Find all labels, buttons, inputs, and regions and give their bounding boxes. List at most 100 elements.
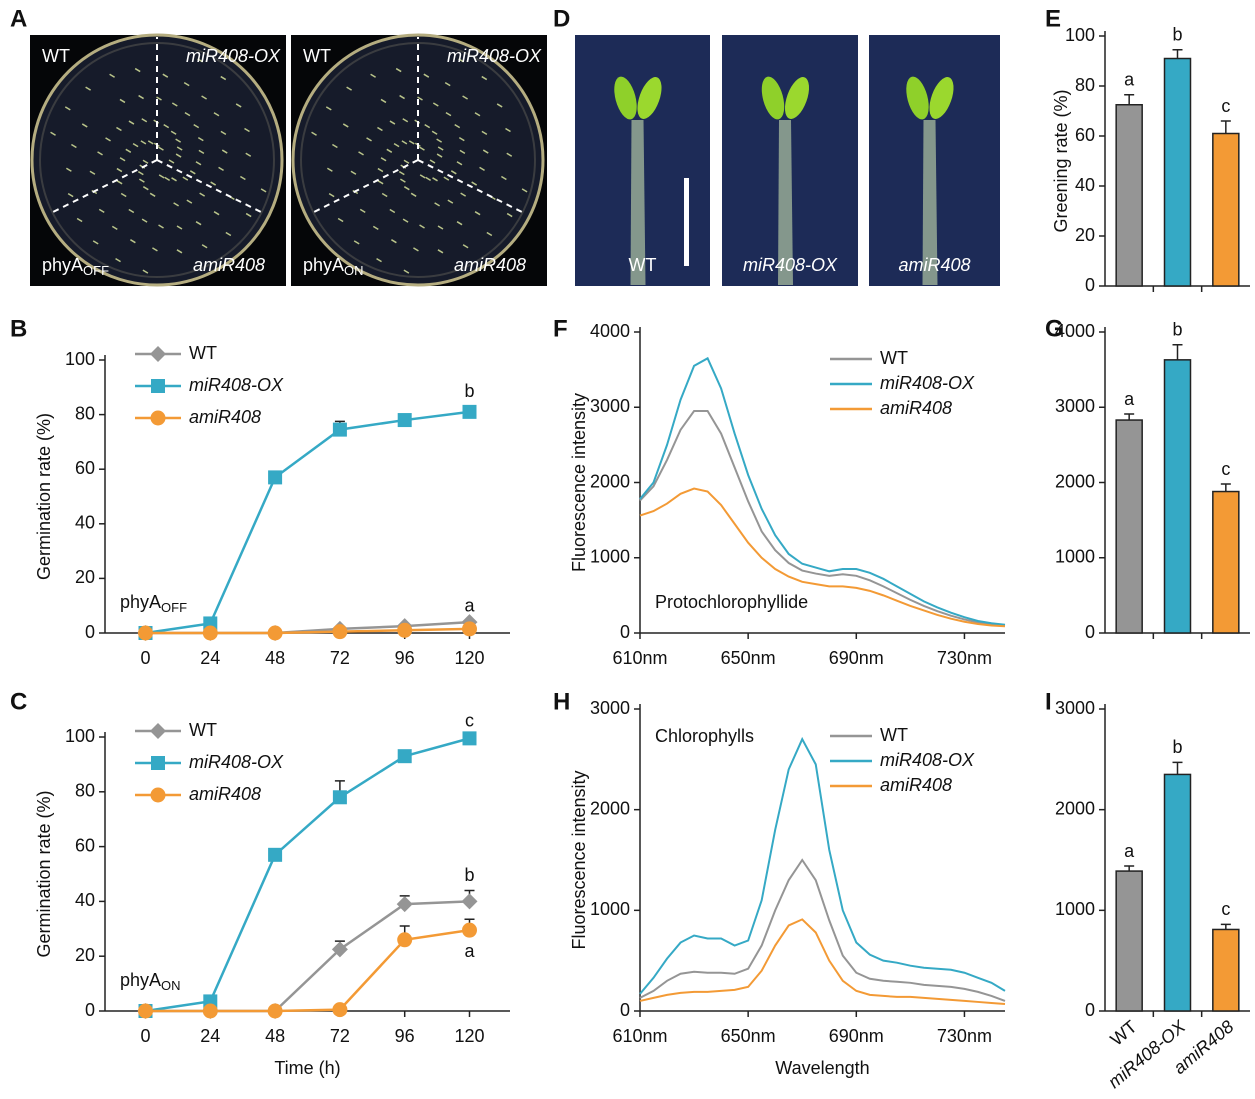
seedling — [176, 146, 183, 151]
seedling — [402, 118, 409, 123]
x-tick-label: 610nm — [612, 648, 667, 668]
seedling — [182, 176, 189, 181]
seedling — [197, 136, 204, 142]
seedling — [244, 127, 250, 133]
seedling — [186, 199, 193, 204]
y-tick-label: 3000 — [1055, 698, 1095, 718]
seedling — [189, 170, 196, 175]
label-subscript: ON — [161, 978, 181, 993]
seedling — [458, 58, 465, 63]
label-text: Protochlorophyllide — [655, 592, 808, 612]
marker — [332, 624, 348, 640]
y-axis-label: Germination rate (%) — [34, 413, 54, 580]
series-line — [145, 928, 470, 1013]
x-tick-label: 120 — [454, 1026, 484, 1046]
seedling — [89, 170, 96, 175]
label-subscript: OFF — [161, 600, 187, 615]
seedling — [171, 177, 177, 182]
seedling — [140, 140, 147, 145]
seedling — [496, 103, 503, 108]
seedling — [198, 149, 205, 154]
marker — [267, 625, 283, 641]
seedling — [97, 151, 103, 156]
seedling — [128, 120, 135, 125]
seedling — [401, 140, 408, 145]
seedling — [120, 192, 127, 198]
seedling — [459, 149, 466, 154]
legend-label: WT — [880, 725, 908, 745]
seedling — [149, 192, 156, 197]
divider — [313, 159, 419, 213]
seedling-label: amiR408 — [898, 255, 970, 275]
marker — [268, 470, 283, 485]
seedling — [350, 170, 357, 175]
significance-letter: b — [464, 865, 474, 885]
y-tick-label: 3000 — [590, 396, 630, 416]
seedling — [424, 123, 431, 129]
marker — [396, 896, 413, 913]
seedling — [432, 177, 438, 182]
y-tick-label: 20 — [75, 567, 95, 587]
y-tick-label: 3000 — [590, 698, 630, 718]
seedling — [105, 137, 111, 142]
seedling — [471, 181, 478, 186]
significance-letter: a — [1124, 70, 1135, 90]
annotation: Chlorophylls — [655, 726, 754, 746]
cotyledon — [761, 76, 785, 120]
seedling — [111, 225, 118, 230]
seedling — [332, 143, 338, 149]
significance-letter: b — [1172, 320, 1182, 340]
hypocotyl — [922, 120, 938, 285]
y-tick-label: 2000 — [590, 471, 630, 491]
error-bar — [1172, 761, 1183, 775]
legend-label: miR408-OX — [189, 375, 284, 395]
y-tick-label: 1000 — [590, 547, 630, 567]
seedling — [391, 239, 397, 244]
panel-letter: H — [553, 688, 570, 715]
seedling — [156, 96, 162, 101]
error-bar — [1124, 413, 1135, 421]
seedling — [328, 192, 335, 198]
series-line — [639, 410, 1006, 627]
seedling — [116, 180, 123, 185]
seedling — [175, 153, 182, 158]
legend-label: WT — [880, 348, 908, 368]
marker — [397, 622, 413, 638]
significance-letter: b — [464, 381, 474, 401]
y-tick-label: 20 — [1075, 225, 1095, 245]
marker — [331, 941, 348, 958]
marker — [397, 413, 412, 428]
seedling — [381, 192, 388, 198]
x-tick-label: 690nm — [829, 648, 884, 668]
annotation: Protochlorophyllide — [655, 592, 808, 612]
marker — [202, 1003, 218, 1019]
legend-label: amiR408 — [880, 398, 952, 418]
seedling — [213, 211, 220, 216]
seedling — [128, 208, 135, 214]
divider — [52, 159, 158, 213]
seedling — [458, 136, 465, 142]
significance-letter: b — [1172, 737, 1182, 757]
y-tick-label: 80 — [75, 781, 95, 801]
seedling — [437, 249, 444, 254]
seedling — [482, 149, 489, 154]
panel-letter: F — [553, 315, 568, 342]
legend-label: amiR408 — [189, 784, 261, 804]
seedling — [325, 106, 332, 111]
seedling — [164, 176, 171, 182]
legend-marker — [150, 723, 166, 739]
seedling — [429, 159, 436, 164]
legend-label: amiR408 — [189, 407, 261, 427]
error-bar — [1220, 923, 1231, 930]
legend-marker — [150, 410, 166, 426]
x-tick-label: 72 — [330, 648, 350, 668]
y-tick-label: 60 — [75, 835, 95, 855]
seedling — [220, 130, 227, 136]
y-tick-label: 0 — [620, 1000, 630, 1020]
seedling — [399, 94, 405, 100]
y-tick-label: 2000 — [1055, 471, 1095, 491]
y-axis-label: Fluorescence intensity — [569, 393, 589, 572]
y-tick-label: 40 — [1075, 175, 1095, 195]
divider — [417, 159, 523, 213]
significance-letter: c — [465, 710, 474, 730]
